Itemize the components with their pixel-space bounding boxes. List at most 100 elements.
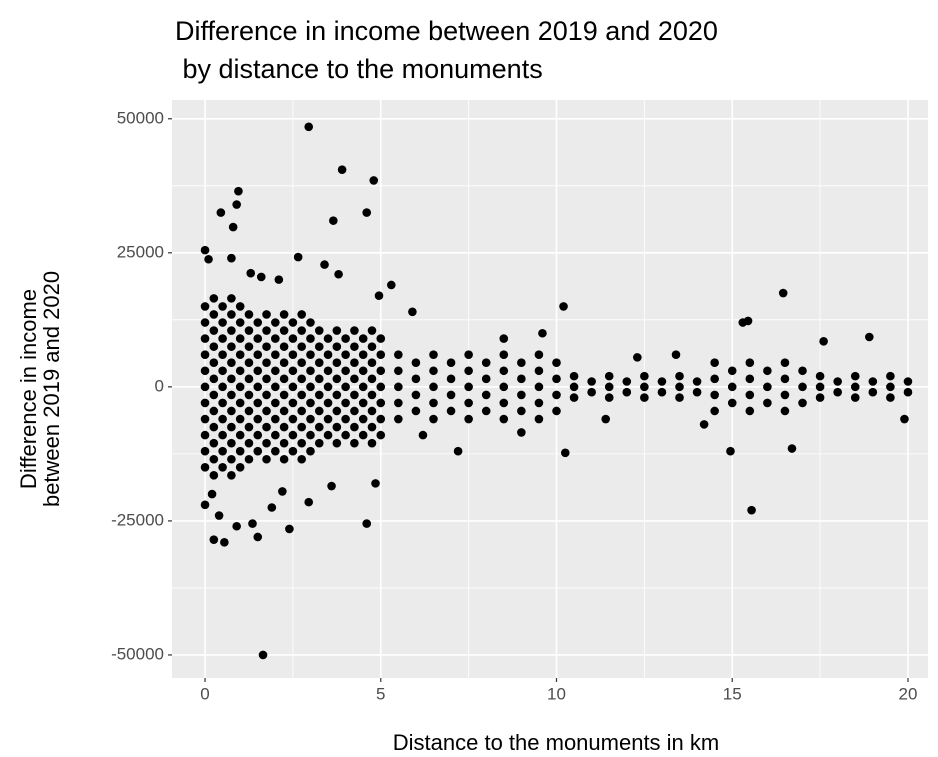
point: [900, 414, 909, 424]
point: [232, 521, 241, 531]
point: [332, 422, 342, 432]
point: [274, 275, 284, 284]
point: [235, 366, 245, 376]
point: [886, 371, 895, 381]
point: [341, 398, 350, 408]
point: [209, 438, 219, 448]
point: [745, 390, 755, 400]
point: [253, 318, 263, 327]
point: [358, 366, 368, 376]
point: [314, 358, 324, 368]
point: [271, 366, 280, 376]
point: [499, 334, 509, 343]
point: [235, 302, 245, 311]
point: [227, 294, 236, 303]
point: [279, 358, 289, 368]
point: [350, 390, 359, 400]
point: [244, 358, 254, 368]
point: [569, 393, 579, 402]
point: [367, 358, 377, 368]
point: [350, 438, 359, 448]
point: [235, 446, 245, 456]
point: [903, 387, 913, 397]
point: [604, 382, 614, 392]
point: [248, 519, 257, 528]
point: [232, 200, 241, 209]
point: [446, 358, 456, 368]
point: [235, 350, 245, 359]
point: [587, 387, 596, 397]
point: [743, 316, 753, 326]
point: [271, 446, 280, 456]
point: [850, 371, 860, 381]
point: [350, 358, 359, 368]
point: [228, 222, 238, 232]
point: [411, 374, 421, 384]
point: [227, 406, 236, 416]
y-tick-label: 25000: [117, 242, 164, 261]
x-tick-label: 10: [547, 684, 566, 703]
point: [350, 342, 359, 351]
point: [633, 353, 642, 362]
point: [253, 382, 263, 392]
point: [323, 430, 333, 440]
point: [209, 535, 219, 544]
point: [886, 382, 895, 392]
point: [200, 430, 210, 440]
point: [429, 398, 438, 408]
point: [499, 366, 509, 376]
x-tick-label: 20: [899, 684, 918, 703]
point: [235, 398, 245, 408]
point: [350, 326, 359, 335]
point: [850, 393, 860, 402]
point: [214, 511, 224, 520]
point: [350, 374, 359, 384]
point: [306, 398, 315, 408]
point: [267, 503, 277, 512]
point: [429, 366, 438, 376]
point: [218, 462, 227, 472]
point: [320, 260, 329, 269]
point: [868, 377, 878, 386]
point: [314, 390, 324, 400]
point: [358, 334, 368, 343]
point: [297, 422, 306, 432]
point: [279, 342, 289, 351]
point: [306, 334, 315, 343]
point: [297, 326, 306, 335]
point: [209, 294, 219, 303]
point: [464, 350, 473, 359]
point: [358, 382, 368, 392]
point: [271, 398, 280, 408]
point: [559, 302, 568, 311]
point: [220, 538, 229, 547]
point: [200, 398, 210, 408]
point: [429, 414, 438, 424]
point: [833, 387, 842, 397]
point: [534, 414, 544, 424]
point: [244, 342, 254, 351]
point: [763, 366, 772, 376]
point: [534, 382, 544, 392]
point: [200, 350, 210, 359]
point: [787, 444, 797, 453]
x-axis-title: Distance to the monuments in km: [393, 730, 719, 755]
point: [227, 374, 236, 384]
point: [499, 350, 509, 359]
point: [306, 366, 315, 376]
point: [218, 350, 227, 359]
point: [209, 358, 219, 368]
point: [332, 374, 342, 384]
point: [279, 310, 289, 319]
point: [341, 414, 350, 424]
point: [244, 390, 254, 400]
y-tick-label: 50000: [117, 108, 164, 127]
point: [271, 318, 280, 327]
point: [376, 366, 386, 376]
point: [886, 393, 895, 402]
point: [200, 382, 210, 392]
point: [411, 390, 421, 400]
point: [332, 406, 342, 416]
point: [517, 358, 526, 368]
